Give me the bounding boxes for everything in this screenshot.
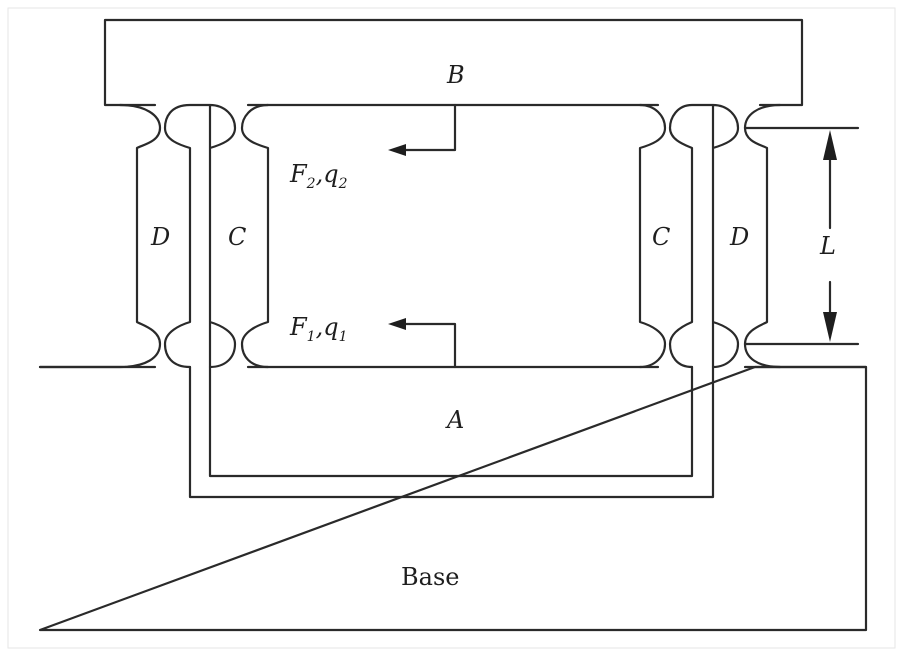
stage-a-body: [208, 365, 694, 478]
force-lower-label: F1,q1: [289, 313, 348, 345]
flexure-c-right-outer: [668, 103, 740, 369]
force-lower-f: F: [289, 313, 308, 341]
dimension-l-arrow-down-icon: [823, 312, 837, 342]
label-d-right: D: [729, 223, 749, 251]
label-c-right: C: [652, 223, 670, 251]
label-d-left: D: [150, 223, 170, 251]
label-platform-b: B: [446, 61, 465, 89]
force-lower-q: q: [323, 313, 338, 341]
force-lower-arrow-line: [396, 322, 457, 369]
force-upper-arrow-head-icon: [388, 144, 406, 156]
flexure-c-left: [163, 103, 237, 369]
force-upper-sep: ,: [316, 160, 324, 188]
flexure-c-left-inner: [240, 103, 270, 369]
force-upper-arrow-line: [396, 103, 457, 152]
base-inner-channel: [188, 365, 715, 499]
flexure-d-left: [38, 103, 162, 369]
flexure-d-right: [743, 103, 782, 369]
flexure-c-right: [638, 103, 667, 369]
label-base: Base: [401, 563, 459, 591]
figure-frame: [7, 7, 896, 649]
force-upper-f: F: [289, 160, 308, 188]
force-upper-q: q: [323, 160, 338, 188]
force-upper-f-sub: 2: [306, 176, 316, 192]
label-c-left: C: [228, 223, 246, 251]
force-upper-label: F2,q2: [289, 160, 348, 192]
force-lower-arrow-head-icon: [388, 318, 406, 330]
dimension-l-arrow-up-icon: [823, 130, 837, 160]
label-stage-a: A: [445, 406, 464, 434]
label-l: L: [819, 232, 836, 260]
force-lower-sep: ,: [316, 313, 324, 341]
force-lower-f-sub: 1: [307, 329, 316, 345]
force-upper-q-sub: 2: [338, 176, 348, 192]
force-lower-q-sub: 1: [339, 329, 348, 345]
